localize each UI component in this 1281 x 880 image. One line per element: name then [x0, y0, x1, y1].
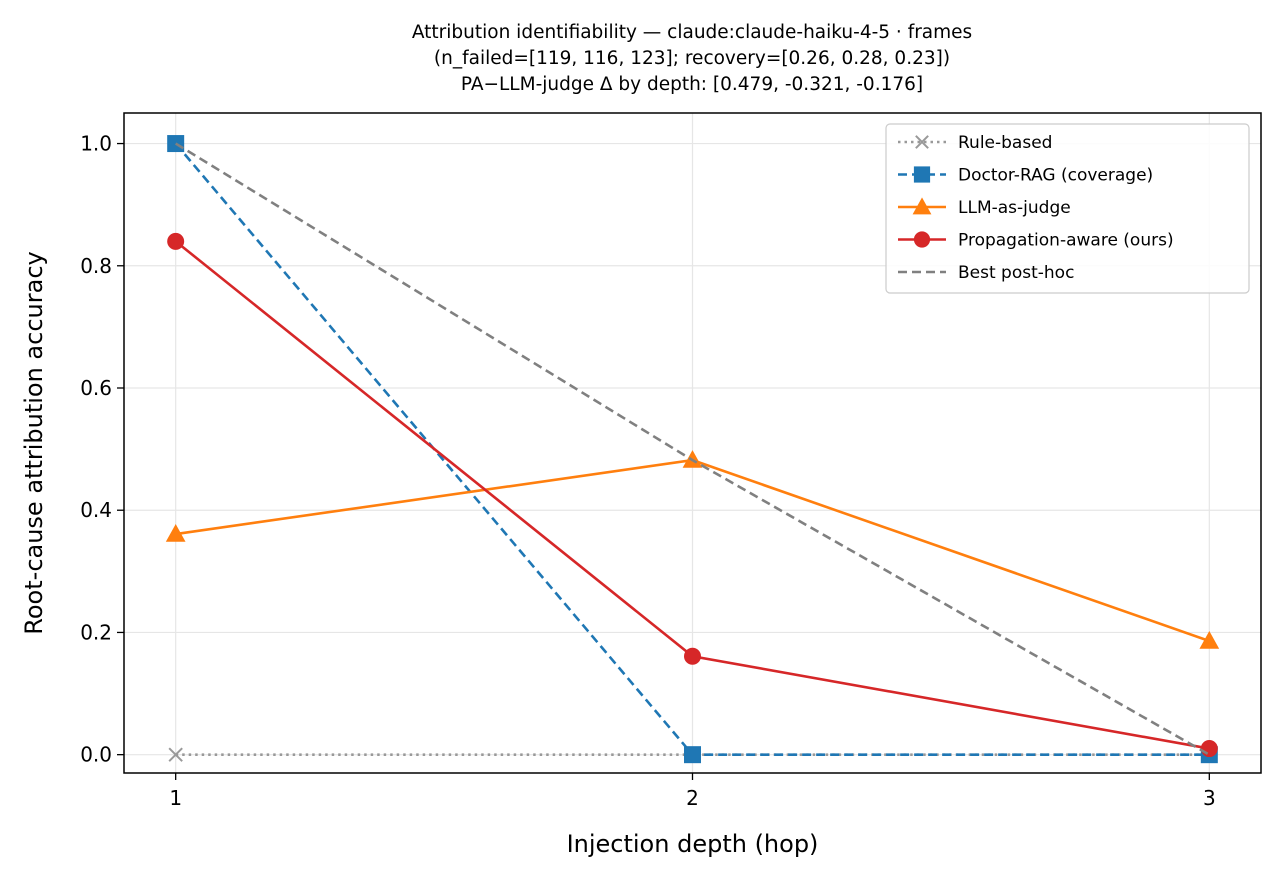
legend-label: Doctor-RAG (coverage) — [958, 166, 1153, 186]
legend-marker — [913, 166, 931, 183]
x-tick-label: 2 — [686, 786, 699, 810]
y-tick-label: 1.0 — [80, 132, 112, 156]
x-axis-label: Injection depth (hop) — [567, 830, 819, 858]
series-4 — [175, 142, 1210, 756]
data-point — [684, 746, 701, 764]
axes: 0.0 0.2 0.4 0.6 0.8 1.0 1 2 3 — [80, 132, 1215, 810]
y-tick-label: 0.0 — [80, 743, 112, 767]
legend-label: LLM-as-judge — [958, 198, 1071, 218]
legend-item: LLM-as-judge — [898, 197, 1071, 218]
legend-label: Rule-based — [958, 133, 1052, 153]
legend-label: Best post-hoc — [958, 263, 1074, 283]
grid — [124, 113, 1261, 773]
legend-item: Rule-based — [898, 133, 1052, 153]
legend-item: Propagation-aware (ours) — [898, 231, 1174, 251]
chart-title: Attribution identifiability — claude:cla… — [412, 22, 972, 95]
legend-item: Best post-hoc — [898, 263, 1074, 283]
legend-marker — [912, 197, 932, 215]
data-point — [165, 524, 186, 542]
marker-stroke — [168, 747, 183, 762]
x-tick-label: 1 — [169, 786, 182, 810]
x-tick-label: 3 — [1203, 786, 1216, 810]
data-point — [1200, 740, 1218, 758]
legend-label: Propagation-aware (ours) — [958, 231, 1174, 251]
title-line-3: PA−LLM-judge Δ by depth: [0.479, -0.321,… — [461, 74, 923, 95]
y-tick-label: 0.2 — [80, 620, 112, 644]
y-axis-label: Root-cause attribution accuracy — [20, 251, 48, 634]
y-tick-label: 0.6 — [80, 376, 112, 400]
legend-marker — [915, 135, 929, 149]
data-point — [167, 232, 185, 250]
data-point — [684, 647, 701, 665]
title-line-2: (n_failed=[119, 116, 123]; recovery=[0.2… — [434, 48, 950, 69]
legend-item: Doctor-RAG (coverage) — [898, 166, 1153, 186]
series-line — [175, 142, 1210, 756]
plot-series — [165, 135, 1220, 764]
data-point — [1199, 630, 1220, 649]
data-point — [168, 747, 183, 762]
title-line-1: Attribution identifiability — claude:cla… — [412, 22, 972, 43]
y-tick-label: 0.4 — [80, 498, 112, 522]
marker-stroke — [915, 135, 929, 149]
legend: Rule-based Doctor-RAG (coverage) LLM-as-ju… — [885, 123, 1250, 294]
legend-box — [885, 123, 1250, 294]
series-3 — [167, 232, 1218, 758]
y-tick-label: 0.8 — [80, 254, 112, 278]
legend-marker — [913, 231, 931, 248]
